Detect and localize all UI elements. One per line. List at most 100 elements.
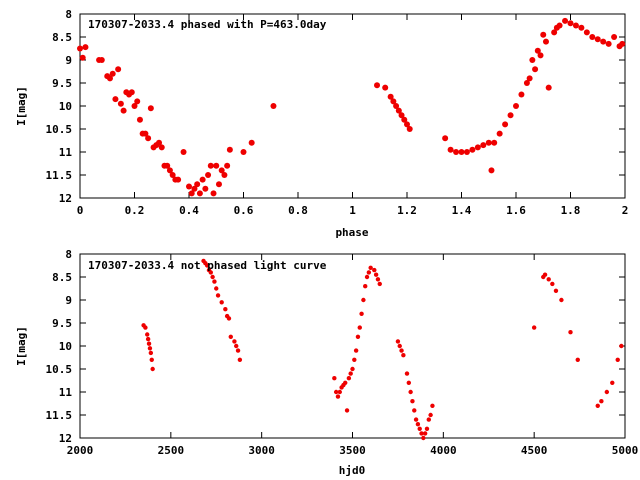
phased-data-point: [572, 22, 579, 29]
unphased-data-point: [399, 348, 404, 353]
phased-data-point: [551, 29, 558, 36]
phased-data-point: [224, 162, 231, 169]
unphased-data-point: [568, 330, 573, 335]
phased-data-point: [207, 162, 214, 169]
unphased-data-point: [359, 311, 364, 316]
unphased-data-point: [559, 297, 564, 303]
unphased-data-point: [337, 389, 342, 395]
phased-data-point: [131, 103, 138, 109]
phased-data-point: [221, 172, 228, 178]
unphased-data-point: [366, 270, 372, 275]
unphased-data-point: [599, 399, 604, 404]
phased-data-point: [605, 40, 612, 47]
phased-data-point: [537, 52, 544, 59]
unphased-data-point: [355, 334, 361, 339]
unphased-data-point: [150, 366, 155, 372]
unphased-data-point: [430, 403, 435, 408]
phased-data-point: [507, 112, 514, 119]
unphased-data-point: [410, 399, 415, 404]
unphased-data-point: [223, 307, 228, 312]
phased-y-tick-label: 8.5: [52, 31, 72, 44]
phased-y-tick-label: 11: [59, 146, 73, 159]
phased-data-point: [128, 89, 135, 96]
unphased-panel: 2000 2500 3000 3500 4000 4500 5000 8 8.5 9 9.5 10 10…: [15, 248, 638, 477]
unphased-data-point: [237, 357, 243, 362]
phased-data-point: [523, 80, 530, 86]
phased-panel: 0 0.2 0.4 0.6 0.8 1 1.2 1.4 1.6 1.8 2 8 8.5 9 9.5 10 10.…: [15, 8, 628, 239]
unphased-data-point: [149, 357, 154, 362]
unphased-data-point: [372, 267, 377, 273]
unphased-data-point: [401, 353, 406, 358]
phased-data-point: [447, 146, 454, 153]
phased-data-point: [226, 146, 233, 153]
unphased-data-point: [615, 357, 620, 362]
unphased-data-point: [421, 435, 426, 441]
phased-data-point: [485, 139, 492, 146]
unphased-data-point: [353, 348, 359, 353]
phased-data-point: [175, 176, 182, 183]
phased-data-point: [398, 112, 405, 119]
unphased-data-point: [408, 389, 413, 395]
unphased-data-point: [595, 403, 600, 408]
phased-data-point: [458, 149, 465, 155]
unphased-ticks: 2000 2500 3000 3500 4000 4500 5000 8 8.5 9 9.5 10 10…: [46, 248, 639, 457]
unphased-data-point: [368, 265, 373, 270]
unphased-data-point: [348, 371, 353, 376]
phased-data-point: [502, 121, 509, 128]
phased-data-point: [205, 172, 212, 178]
phased-x-tick-label: 0.6: [234, 204, 254, 217]
unphased-data-point: [373, 272, 379, 277]
phased-y-tick-label: 11.5: [46, 169, 73, 182]
phased-data-point: [215, 181, 222, 188]
phased-data-point: [545, 84, 552, 91]
unphased-data-point: [413, 417, 419, 422]
phased-data-point: [529, 57, 536, 63]
phased-data-point: [583, 29, 590, 36]
unphased-data-point: [406, 380, 412, 385]
unphased-data-point: [397, 343, 402, 349]
phased-data-point: [180, 149, 187, 155]
phased-data-point: [404, 121, 410, 128]
phased-data-point: [248, 139, 255, 146]
phased-data-point: [480, 142, 487, 149]
unphased-x-tick-label: 4000: [430, 444, 457, 457]
unphased-x-tick-label: 2500: [158, 444, 185, 457]
phased-x-tick-label: 1.4: [452, 204, 472, 217]
unphased-data-point: [412, 408, 417, 413]
unphased-data-point: [350, 366, 355, 372]
unphased-data-point: [228, 334, 233, 339]
phased-data-point: [589, 34, 596, 40]
phased-data-point: [120, 107, 127, 114]
phased-data-point: [562, 17, 569, 24]
unphased-data-point: [377, 281, 382, 287]
phased-data-point: [542, 38, 549, 45]
phased-data-point: [196, 190, 203, 197]
phased-data-point: [191, 185, 198, 192]
phased-data-point: [619, 40, 626, 47]
phased-data-point: [453, 149, 460, 155]
phased-x-tick-label: 2: [622, 204, 629, 217]
phased-data-point: [136, 116, 143, 123]
phased-data-point: [556, 22, 563, 29]
phased-data-point: [112, 96, 119, 103]
phased-data-point: [106, 75, 113, 82]
phased-data-point: [194, 181, 201, 188]
unphased-points: [141, 258, 624, 441]
phased-data-point: [393, 103, 400, 109]
phased-data-point: [518, 91, 525, 98]
phased-x-tick-label: 0.4: [179, 204, 199, 217]
phased-x-tick-label: 0.8: [288, 204, 308, 217]
unphased-y-tick-label: 10: [59, 340, 72, 353]
phased-data-point: [406, 126, 413, 132]
phased-data-point: [611, 34, 618, 40]
unphased-data-point: [343, 380, 348, 385]
phased-y-tick-label: 8: [65, 8, 72, 21]
unphased-data-point: [214, 286, 219, 291]
phased-data-point: [98, 57, 105, 63]
phased-x-tick-label: 1.8: [561, 204, 581, 217]
phased-data-point: [395, 107, 402, 114]
unphased-data-point: [148, 350, 154, 356]
phased-data-point: [202, 185, 209, 192]
unphased-y-tick-label: 11.5: [46, 409, 73, 422]
